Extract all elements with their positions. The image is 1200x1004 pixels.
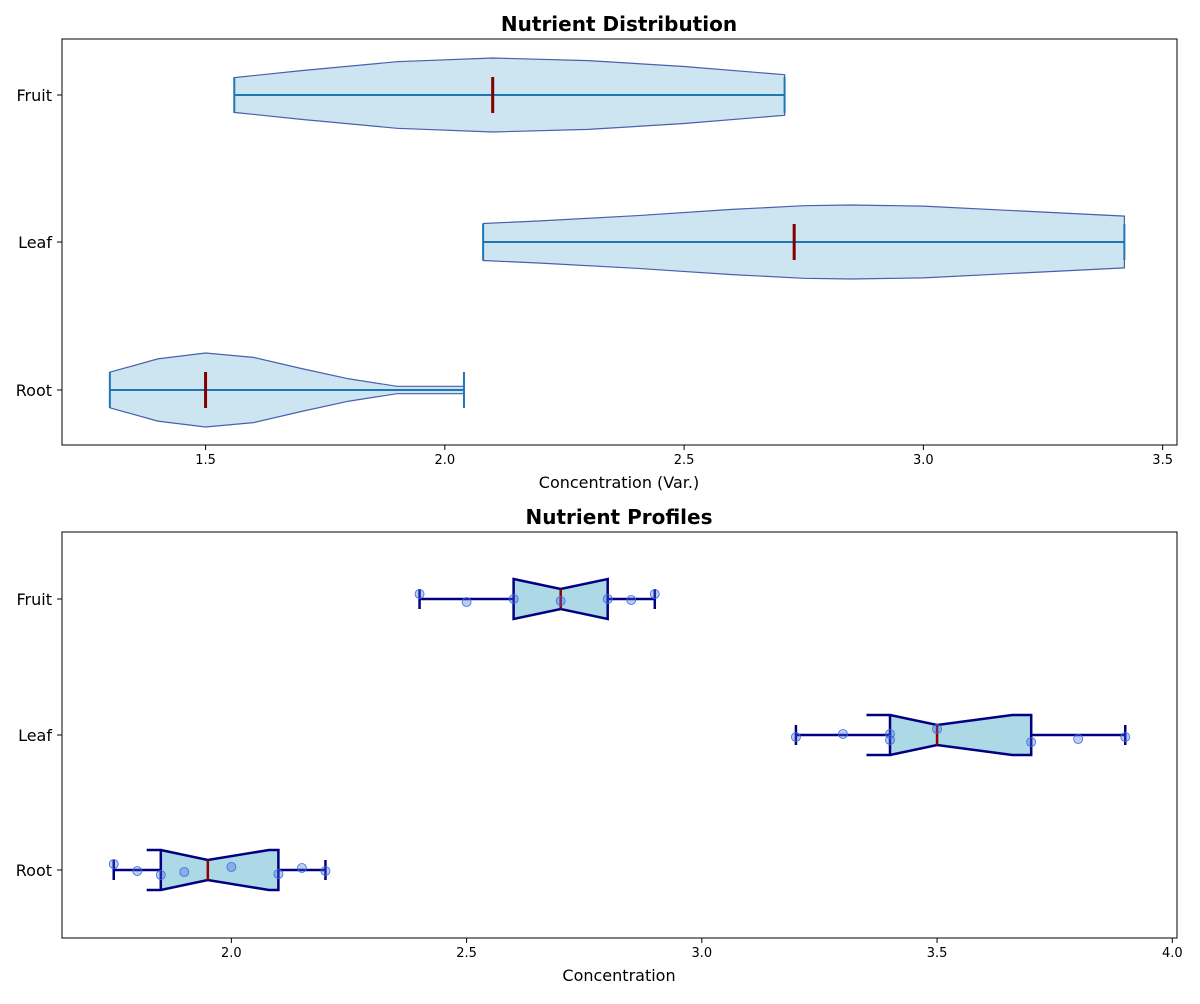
data-point (297, 863, 307, 873)
x-tick-label: 1.5 (195, 453, 216, 468)
boxplot-panel: Nutrient Profiles 2.0 2.5 3.0 3.5 4.0 Root Lea… (16, 505, 1183, 985)
violin-panel: Nutrient Distribution 1.5 2.0 2.5 3.0 3.5 Roo… (16, 12, 1178, 492)
plot-area: 2.0 2.5 3.0 3.5 4.0 Root Leaf Fruit (16, 577, 1183, 961)
chart-title: Nutrient Distribution (501, 12, 737, 36)
x-tick-label: 4.0 (1162, 946, 1183, 961)
data-point (414, 589, 425, 599)
data-point (1026, 737, 1037, 747)
x-tick-label: 3.5 (927, 946, 948, 961)
x-tick-label: 2.0 (434, 453, 455, 468)
y-tick-label: Fruit (17, 86, 52, 105)
notched-box (146, 848, 280, 892)
data-point (885, 729, 895, 739)
data-point (626, 595, 637, 605)
y-tick-label: Leaf (18, 233, 52, 252)
data-point (320, 866, 331, 876)
x-axis-label: Concentration (Var.) (539, 473, 699, 492)
data-point (508, 594, 519, 604)
x-tick-label: 2.5 (456, 946, 477, 961)
data-point (226, 862, 237, 872)
data-point (555, 596, 566, 606)
chart-title: Nutrient Profiles (526, 505, 713, 529)
data-point (1073, 734, 1084, 744)
data-point (791, 732, 801, 742)
x-tick-label: 2.5 (674, 453, 695, 468)
x-axis-label: Concentration (562, 966, 675, 985)
data-point (273, 869, 284, 879)
data-point (132, 866, 143, 876)
x-tick-label: 3.5 (1152, 453, 1173, 468)
data-point (155, 870, 166, 880)
notched-box (866, 713, 1033, 757)
y-tick-label: Leaf (18, 726, 52, 745)
y-tick-label: Root (16, 861, 52, 880)
data-point (461, 597, 472, 607)
x-tick-label: 2.0 (221, 946, 242, 961)
x-tick-label: 3.0 (691, 946, 712, 961)
data-point (108, 859, 119, 869)
x-tick-label: 3.0 (913, 453, 934, 468)
data-point (932, 724, 942, 734)
y-tick-label: Root (16, 381, 52, 400)
data-point (649, 589, 660, 599)
y-tick-label: Fruit (17, 590, 52, 609)
data-point (179, 867, 190, 877)
data-point (602, 594, 613, 604)
data-point (838, 729, 848, 739)
data-point (1120, 732, 1131, 742)
plot-area: 1.5 2.0 2.5 3.0 3.5 Root Leaf Fruit (16, 57, 1173, 468)
